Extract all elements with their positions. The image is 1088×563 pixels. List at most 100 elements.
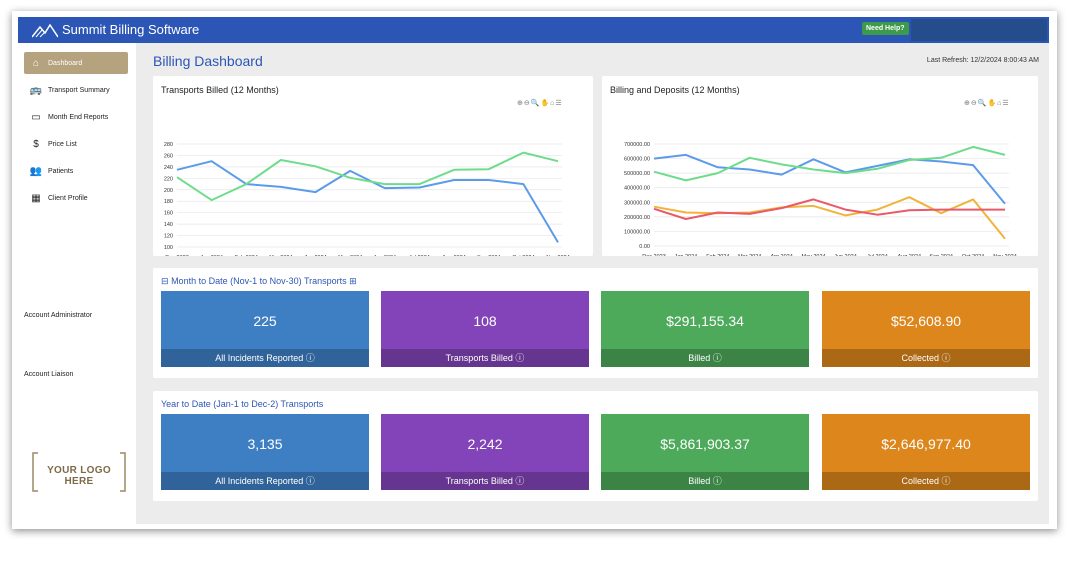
y-tick-label: 260 (164, 153, 173, 159)
app-title: Summit Billing Software (62, 22, 200, 37)
tile-label: Billed ⓘ (601, 349, 809, 367)
sidebar-item-dashboard[interactable]: ⌂ Dashboard (24, 52, 128, 74)
month-incidents-tile[interactable]: 225 All Incidents Reported ⓘ (161, 291, 369, 367)
sidebar-item-month-end-reports[interactable]: ▭ Month End Reports (24, 106, 128, 128)
x-tick-label: May 2024 (801, 254, 825, 256)
series-line-deposits[interactable] (653, 196, 1006, 240)
x-tick-label: Jan 2024 (675, 254, 698, 256)
summit-logo-icon (32, 23, 58, 38)
x-tick-label: Jul 2024 (409, 255, 430, 256)
series-line-prior-transports[interactable] (176, 151, 559, 202)
transports-chart: 100 120 140 160 180 200 220 240 260 280 Dec 2023 Ja… (164, 142, 570, 256)
prev-month-icon[interactable]: ⊟ (161, 276, 169, 286)
month-transports-billed-tile[interactable]: 108 Transports Billed ⓘ (381, 291, 589, 367)
client-logo: YOUR LOGO HERE (32, 452, 126, 492)
grid-icon: ▦ (31, 192, 41, 204)
series-line-transports[interactable] (176, 160, 559, 243)
year-billed-tile[interactable]: $5,861,903.37 Billed ⓘ (601, 414, 809, 490)
sidebar-item-label: Transport Summary (48, 86, 110, 94)
tile-label: Transports Billed ⓘ (381, 349, 589, 367)
tile-label: All Incidents Reported ⓘ (161, 472, 369, 490)
year-collected-tile[interactable]: $2,646,977.40 Collected ⓘ (822, 414, 1030, 490)
tile-value: 2,242 (467, 436, 503, 452)
x-tick-label: Jan 2024 (200, 255, 223, 256)
account-administrator-label: Account Administrator (24, 312, 93, 319)
series-line-previous-deposits[interactable] (653, 198, 1005, 220)
tile-label: Collected ⓘ (822, 349, 1030, 367)
x-tick-label: Oct 2024 (962, 254, 984, 256)
x-tick-label: Jun 2024 (373, 255, 396, 256)
sidebar-item-client-profile[interactable]: ▦ Client Profile (24, 187, 128, 209)
sidebar-item-label: Dashboard (48, 59, 83, 67)
account-liaison-label: Account Liaison (24, 371, 74, 378)
users-icon: 👥 (29, 165, 43, 177)
tile-label: Collected ⓘ (822, 472, 1030, 490)
year-to-date-section: Year to Date (Jan-1 to Dec-2) Transports… (153, 391, 1038, 501)
chart-title: Transports Billed (12 Months) (161, 85, 279, 95)
series-line-previous-billings[interactable] (653, 145, 1006, 182)
tile-label: Transports Billed ⓘ (381, 472, 589, 490)
chart-title: Billing and Deposits (12 Months) (610, 85, 740, 95)
tile-value: 3,135 (247, 436, 283, 452)
main-content: Billing Dashboard Last Refresh: 12/2/202… (136, 43, 1049, 524)
home-icon: ⌂ (32, 57, 40, 69)
y-tick-label: 240 (164, 165, 173, 171)
dollar-icon: $ (33, 138, 39, 150)
y-tick-label: 300000.00 (624, 200, 650, 206)
month-section-title: Month to Date (Nov-1 to Nov-30) Transpor… (171, 276, 347, 286)
y-tick-label: 200 (164, 188, 173, 194)
x-tick-label: Dec 2023 (642, 254, 666, 256)
x-tick-label: Oct 2024 (512, 255, 534, 256)
y-tick-label: 180 (164, 199, 173, 205)
sidebar-item-label: Month End Reports (48, 113, 109, 121)
y-tick-label: 140 (164, 222, 173, 228)
x-tick-label: Sep 2024 (477, 255, 501, 256)
tile-label: Billed ⓘ (601, 472, 809, 490)
sidebar-item-patients[interactable]: 👥 Patients (24, 160, 128, 182)
month-billed-tile[interactable]: $291,155.34 Billed ⓘ (601, 291, 809, 367)
user-area[interactable] (911, 19, 1047, 41)
x-tick-label: Feb 2024 (235, 255, 258, 256)
y-tick-label: 400000.00 (624, 186, 650, 192)
x-tick-label: Jun 2024 (834, 254, 857, 256)
year-transports-billed-tile[interactable]: 2,242 Transports Billed ⓘ (381, 414, 589, 490)
sidebar-item-label: Price List (48, 140, 77, 148)
series-line-billings[interactable] (653, 153, 1006, 205)
x-tick-label: Jul 2024 (867, 254, 888, 256)
year-section-title: Year to Date (Jan-1 to Dec-2) Transports (161, 399, 324, 409)
y-tick-label: 100 (164, 245, 173, 251)
y-tick-label: 600000.00 (624, 157, 650, 163)
year-incidents-tile[interactable]: 3,135 All Incidents Reported ⓘ (161, 414, 369, 490)
tile-value: $52,608.90 (890, 313, 962, 329)
chart-toolbar[interactable]: ⊕⊖🔍✋⌂☰ (517, 100, 563, 107)
top-bar: Summit Billing Software Need Help? (18, 17, 1049, 43)
x-tick-label: Aug 2024 (897, 254, 921, 256)
sidebar-item-label: Patients (48, 167, 74, 175)
bus-icon: 🚌 (29, 84, 43, 96)
month-section-header: ⊟ Month to Date (Nov-1 to Nov-30) Transp… (161, 276, 357, 287)
page-title: Billing Dashboard (153, 53, 263, 69)
tile-value: 225 (253, 313, 277, 329)
chart-toolbar[interactable]: ⊕⊖🔍✋⌂☰ (964, 100, 1010, 107)
billing-chart: 0.00 100000.00 200000.00 300000.00 400000.00… (624, 142, 1017, 256)
month-collected-tile[interactable]: $52,608.90 Collected ⓘ (822, 291, 1030, 367)
y-tick-label: 100000.00 (624, 229, 650, 235)
tile-value: 108 (473, 313, 497, 329)
x-tick-label: Feb 2024 (706, 254, 729, 256)
x-tick-label: Nov 2024 (546, 255, 570, 256)
sidebar-item-price-list[interactable]: $ Price List (24, 133, 128, 155)
x-tick-label: Apr 2024 (304, 255, 326, 256)
sidebar: ⌂ Dashboard 🚌 Transport Summary ▭ Month … (18, 43, 136, 524)
x-tick-label: Dec 2023 (165, 255, 189, 256)
y-tick-label: 200000.00 (624, 215, 650, 221)
x-tick-label: Nov 2024 (993, 254, 1017, 256)
sidebar-item-transport-summary[interactable]: 🚌 Transport Summary (24, 79, 128, 101)
calendar-icon: ▭ (31, 111, 41, 123)
need-help-button[interactable]: Need Help? (862, 22, 909, 35)
y-tick-label: 160 (164, 211, 173, 217)
next-month-icon[interactable]: ⊞ (349, 276, 357, 286)
tile-value: $5,861,903.37 (660, 436, 750, 452)
x-tick-label: Apr 2024 (770, 254, 792, 256)
tile-value: $2,646,977.40 (881, 436, 971, 452)
y-tick-label: 120 (164, 234, 173, 240)
